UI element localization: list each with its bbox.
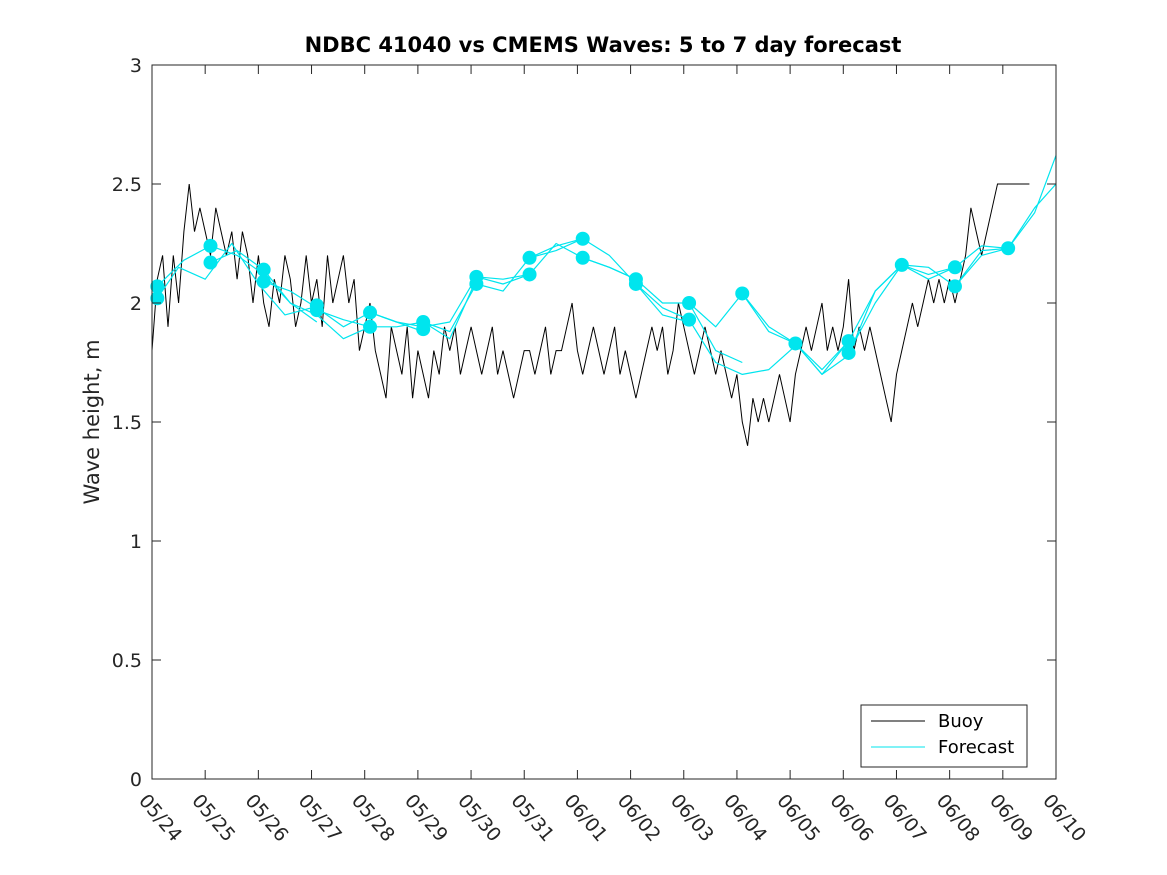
x-tick-label: 06/05 [772, 790, 824, 846]
y-tick-label: 0.5 [112, 650, 142, 672]
forecast-run-line [156, 242, 312, 316]
legend-box [860, 704, 1028, 768]
forecast-start-marker [256, 274, 271, 289]
legend: Buoy Forecast [860, 704, 1028, 768]
forecast-run-line [848, 247, 1009, 354]
forecast-start-marker [150, 279, 165, 294]
x-tick-label: 05/28 [347, 790, 399, 846]
forecast-start-marker [203, 238, 218, 253]
forecast-start-marker [256, 262, 271, 277]
x-tick-label: 06/08 [932, 790, 984, 846]
x-tick-label: 06/03 [666, 790, 718, 846]
forecast-run-line [635, 283, 796, 375]
forecast-start-marker [628, 272, 643, 287]
x-tick-label: 06/06 [825, 790, 877, 846]
forecast-run-line [316, 278, 477, 340]
forecast-start-marker [203, 255, 218, 270]
forecast-run-line [529, 238, 690, 323]
legend-forecast-label: Forecast [938, 737, 1014, 758]
forecast-start-marker [522, 267, 537, 282]
forecast-run-line [688, 292, 850, 371]
buoy-series [151, 183, 1030, 446]
y-tick-label: 1 [130, 531, 142, 553]
forecast-start-marker [947, 279, 962, 294]
forecast-start-marker [682, 296, 697, 310]
forecast-run-line [582, 257, 743, 364]
forecast-start-marker [363, 319, 378, 334]
x-tick-label: 05/27 [294, 790, 346, 846]
y-tick-label: 3 [130, 55, 142, 77]
y-axis: 0 0.5 1 1.5 2 2.5 3 [112, 55, 1056, 791]
forecast-start-marker [947, 260, 962, 275]
forecast-start-marker [522, 250, 537, 265]
forecast-start-marker [575, 250, 590, 265]
x-tick-label: 06/10 [1038, 790, 1090, 846]
forecast-start-marker [575, 231, 590, 246]
y-tick-label: 0 [130, 769, 142, 791]
forecast-start-marker [309, 298, 324, 313]
forecast-start-marker [841, 345, 856, 360]
x-tick-label: 05/31 [506, 790, 558, 846]
legend-buoy-label: Buoy [938, 711, 984, 732]
forecast-start-marker [841, 334, 856, 349]
x-tick-label: 05/26 [241, 790, 293, 846]
forecast-start-marker [1001, 241, 1016, 256]
forecast-start-marker [735, 286, 750, 301]
forecast-start-marker [894, 257, 909, 272]
chart-title: NDBC 41040 vs CMEMS Waves: 5 to 7 day fo… [305, 33, 902, 57]
forecast-run-line [422, 238, 583, 333]
x-tick-label: 05/25 [187, 790, 239, 846]
x-tick-label: 06/04 [719, 790, 771, 846]
y-tick-label: 1.5 [112, 412, 142, 434]
forecast-start-marker [416, 315, 431, 330]
forecast-start-marker [150, 291, 165, 306]
x-tick-label: 05/29 [400, 790, 452, 846]
forecast-start-marker [363, 305, 378, 320]
forecast-start-marker [469, 269, 484, 284]
y-axis-label: Wave height, m [80, 339, 104, 504]
forecast-run-line [210, 250, 371, 340]
y-tick-label: 2.5 [112, 174, 142, 196]
forecast-run-line [901, 155, 1057, 275]
buoy-line [151, 183, 1030, 446]
forecast-start-marker [682, 312, 697, 327]
y-tick-label: 2 [130, 293, 142, 315]
forecast-run-line [369, 273, 530, 328]
x-tick-label: 05/24 [134, 790, 186, 846]
plot-area [152, 65, 1056, 779]
x-tick-label: 05/30 [453, 790, 505, 846]
x-tick-label: 06/02 [613, 790, 665, 846]
forecast-start-markers [150, 231, 1016, 360]
x-tick-label: 06/09 [985, 790, 1037, 846]
forecast-run-line [794, 264, 956, 375]
x-tick-label: 06/07 [879, 790, 931, 846]
x-tick-label: 06/01 [560, 790, 612, 846]
forecast-start-marker [788, 336, 803, 351]
